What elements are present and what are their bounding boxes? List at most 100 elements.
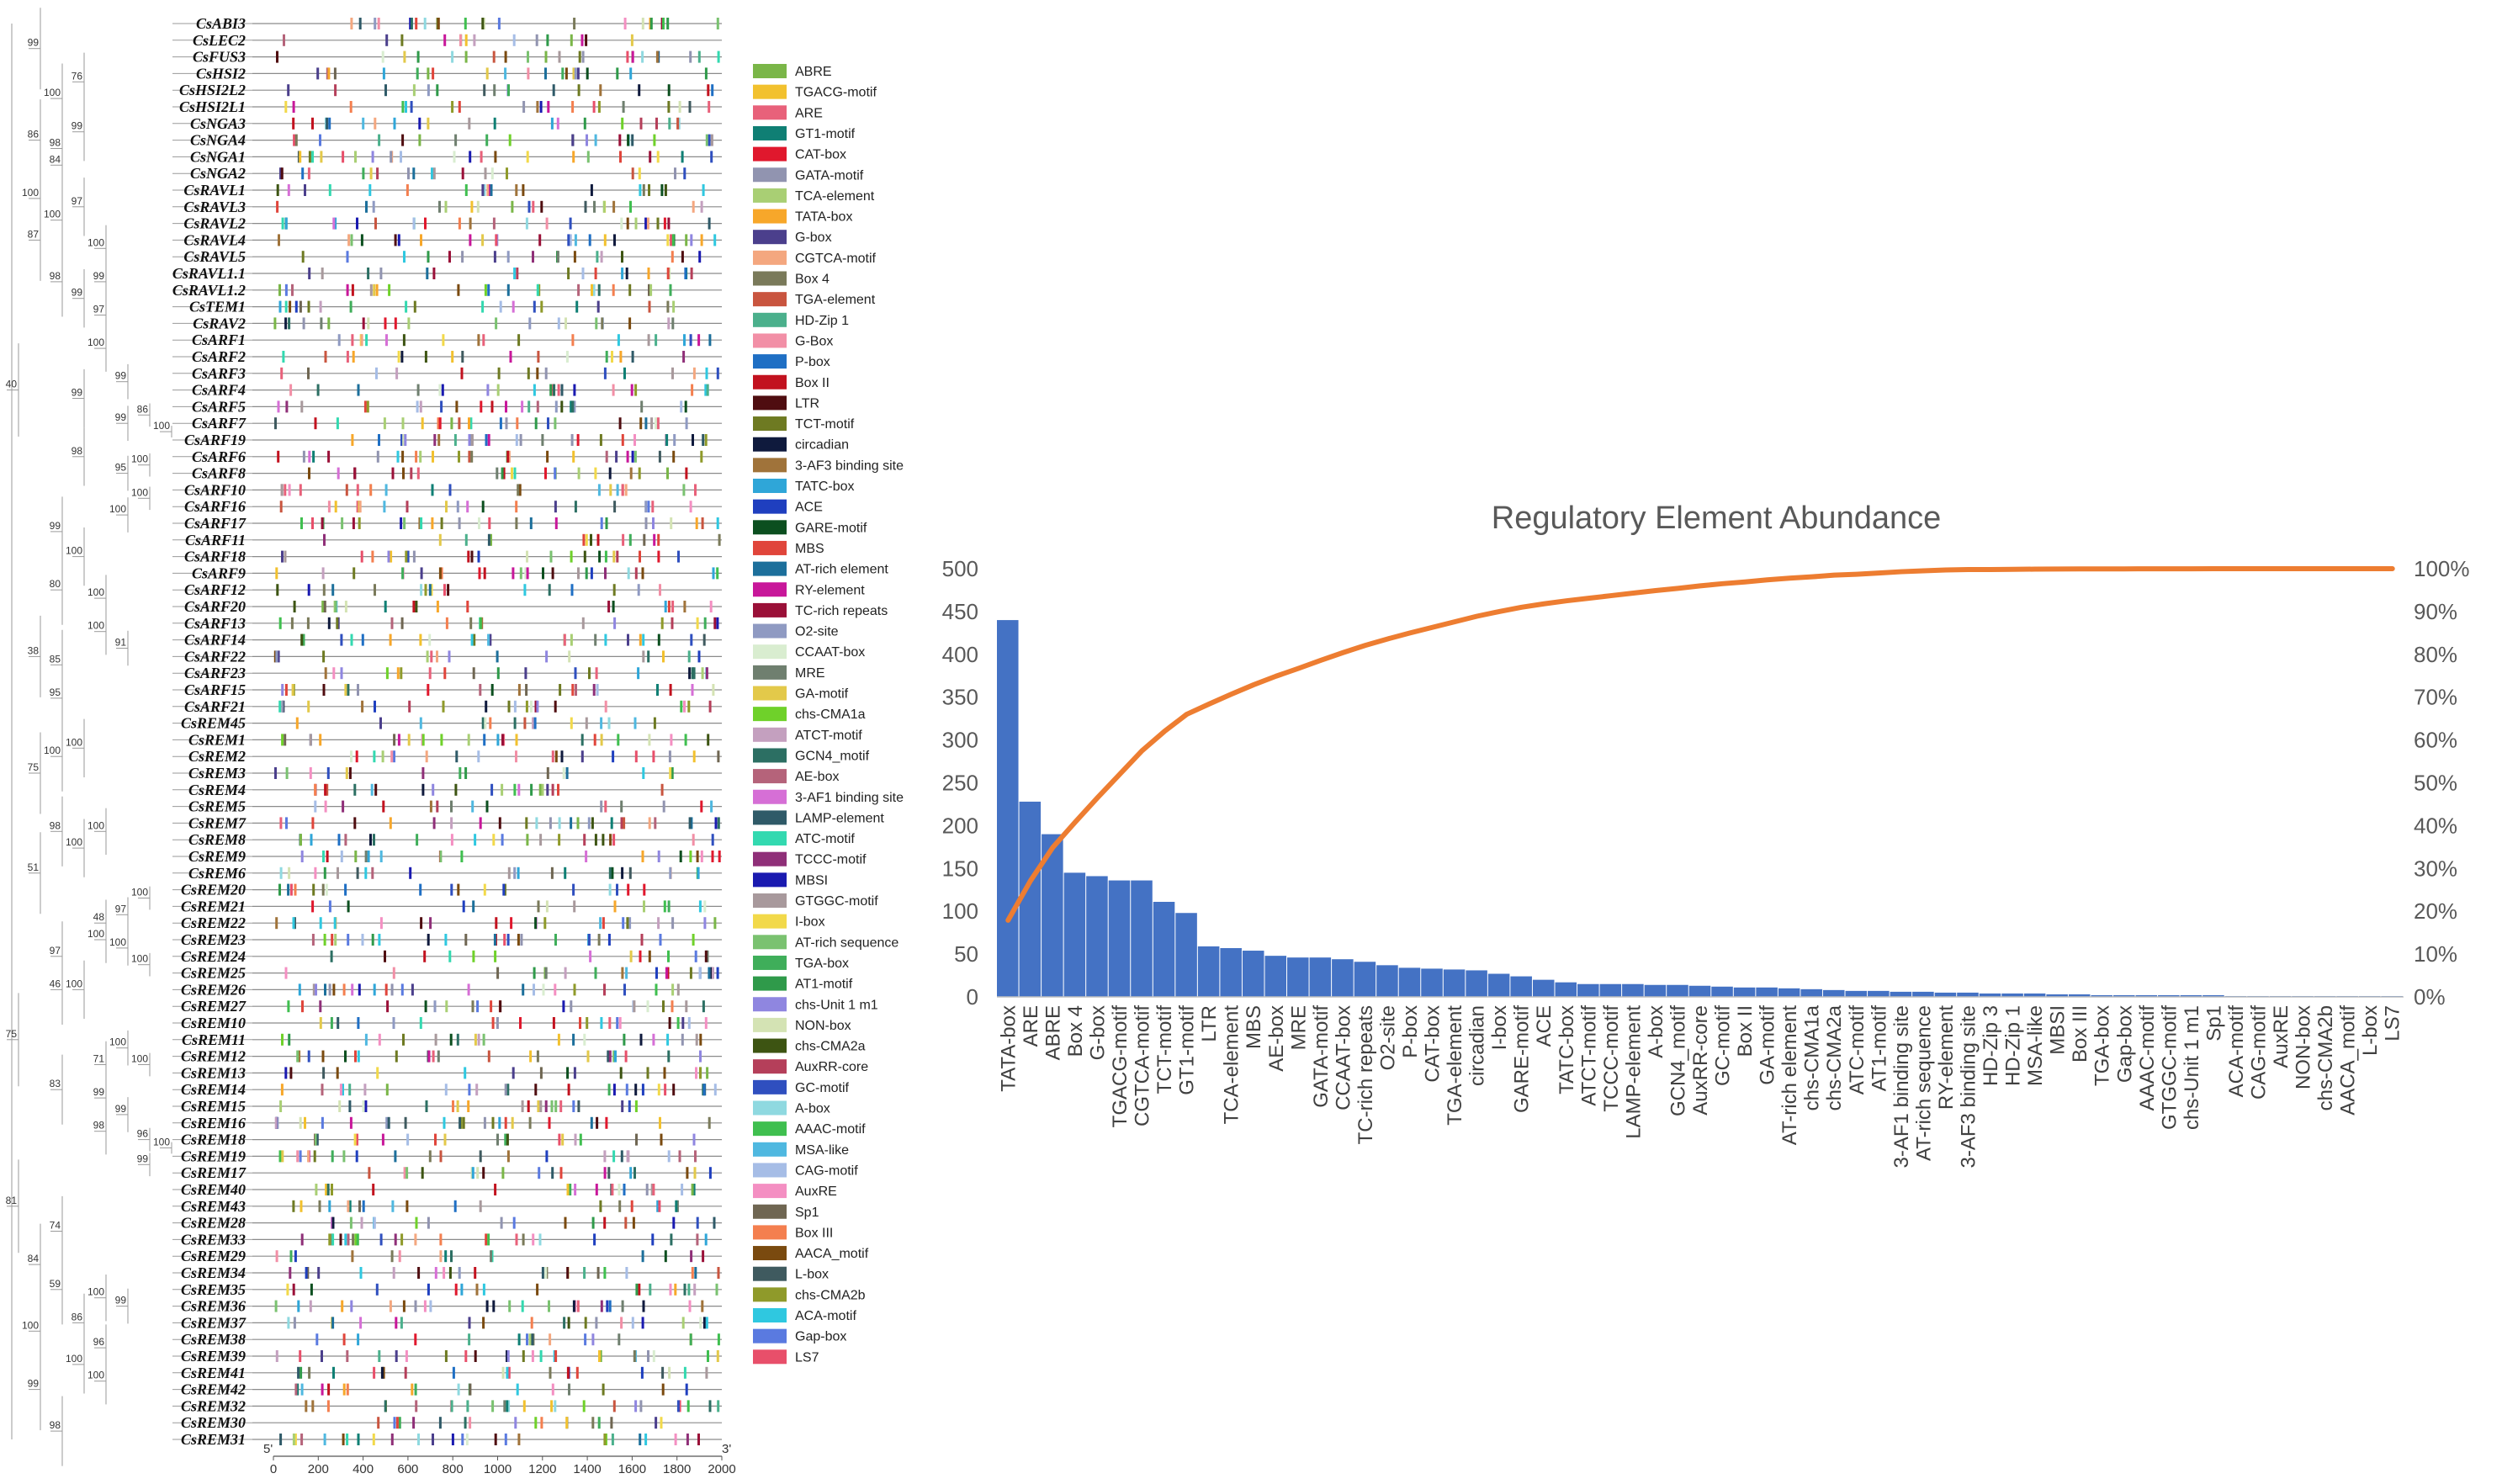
motif-mark xyxy=(612,834,616,846)
motif-mark xyxy=(423,950,427,962)
legend-label: TC-rich repeats xyxy=(795,604,888,618)
motif-mark xyxy=(443,1267,446,1279)
motif-mark xyxy=(603,1167,607,1179)
legend-label: LS7 xyxy=(795,1350,819,1365)
motif-mark xyxy=(391,1200,395,1212)
bar-ccaat-box xyxy=(1332,959,1354,997)
motif-mark xyxy=(311,1400,315,1412)
motif-mark xyxy=(641,50,644,63)
motif-mark xyxy=(574,501,577,513)
motif-mark xyxy=(565,351,569,363)
legend-swatch xyxy=(753,1038,787,1053)
motif-mark xyxy=(610,1417,613,1429)
motif-mark xyxy=(353,1133,357,1146)
legend-label: GT1-motif xyxy=(795,127,856,141)
motif-mark xyxy=(703,900,707,913)
motif-mark xyxy=(688,817,692,829)
x-tick-label: G-box xyxy=(1086,1005,1109,1060)
motif-mark xyxy=(702,1317,706,1329)
motif-mark xyxy=(689,334,692,347)
x-tick-label: chs-CMA2b xyxy=(2314,1005,2337,1110)
gene-label: CsARF17 xyxy=(184,515,246,532)
motif-mark xyxy=(651,501,655,513)
motif-mark xyxy=(419,717,422,729)
motif-mark xyxy=(501,1167,505,1179)
motif-mark xyxy=(414,1333,417,1346)
motif-mark xyxy=(664,601,667,612)
motif-mark xyxy=(492,50,496,63)
cumulative-percent-line xyxy=(1005,566,2395,923)
motif-mark xyxy=(550,867,554,879)
motif-mark xyxy=(623,367,626,379)
motif-mark xyxy=(634,217,638,230)
motif-mark xyxy=(450,1400,453,1412)
legend-label: TCT-motif xyxy=(795,417,855,432)
motif-mark xyxy=(401,134,405,146)
motif-mark xyxy=(617,334,620,347)
motif-mark xyxy=(694,1267,697,1279)
motif-mark xyxy=(288,317,291,330)
motif-mark xyxy=(333,917,337,930)
motif-mark xyxy=(681,1317,685,1329)
gene-label: CsRAV2 xyxy=(193,315,246,331)
motif-mark xyxy=(358,18,362,29)
motif-mark xyxy=(469,617,473,629)
motif-mark xyxy=(456,1100,459,1112)
motif-mark xyxy=(300,851,304,862)
motif-mark xyxy=(544,967,548,979)
legend-swatch xyxy=(753,1204,787,1219)
motif-mark xyxy=(490,533,492,546)
motif-mark xyxy=(507,867,511,879)
motif-mark xyxy=(628,867,632,879)
motif-mark xyxy=(506,167,508,180)
motif-mark xyxy=(275,1350,278,1362)
motif-mark xyxy=(276,50,278,63)
motif-mark xyxy=(559,1100,563,1112)
motif-mark xyxy=(398,1417,401,1429)
motif-mark xyxy=(717,1400,720,1412)
motif-mark xyxy=(369,484,373,496)
motif-mark xyxy=(559,1167,563,1179)
motif-mark xyxy=(599,1350,602,1362)
motif-mark xyxy=(660,184,664,196)
motif-mark xyxy=(681,1017,685,1029)
motif-mark xyxy=(655,50,659,63)
legend-swatch xyxy=(753,374,787,390)
motif-mark xyxy=(374,700,376,713)
motif-mark xyxy=(346,284,349,296)
bootstrap-value: 40 xyxy=(6,379,18,390)
legend-label: AuxRR-core xyxy=(795,1060,868,1074)
gene-label: CsREM40 xyxy=(181,1181,246,1198)
motif-mark xyxy=(322,1067,326,1079)
motif-mark xyxy=(443,1133,447,1146)
motif-mark xyxy=(713,617,717,629)
motif-mark xyxy=(597,934,601,946)
motif-mark xyxy=(344,883,347,896)
x-tick-label: RY-element xyxy=(1935,1005,1958,1110)
motif-mark xyxy=(457,284,460,296)
motif-mark xyxy=(529,700,533,713)
bootstrap-value: 84 xyxy=(28,1253,40,1264)
motif-mark xyxy=(282,351,285,363)
motif-mark xyxy=(420,234,422,246)
bar-o2-site xyxy=(1376,965,1398,997)
motif-mark xyxy=(506,284,510,296)
legend-label: LAMP-element xyxy=(795,811,884,825)
motif-mark xyxy=(529,517,533,529)
motif-mark xyxy=(522,1233,525,1246)
motif-mark xyxy=(690,633,693,646)
motif-mark xyxy=(640,934,644,946)
motif-mark xyxy=(702,434,705,446)
motif-mark xyxy=(621,268,624,279)
motif-mark xyxy=(494,1184,497,1195)
gene-label: CsREM27 xyxy=(181,998,246,1015)
motif-mark xyxy=(479,817,482,829)
x-tick-label: AT-rich sequence xyxy=(1912,1005,1935,1161)
motif-mark xyxy=(649,151,652,163)
motif-mark xyxy=(591,1216,595,1229)
motif-mark xyxy=(483,84,486,97)
motif-mark xyxy=(685,234,688,246)
motif-mark xyxy=(683,700,686,713)
bar-tgacg-motif xyxy=(1108,880,1131,997)
motif-mark xyxy=(327,501,331,513)
